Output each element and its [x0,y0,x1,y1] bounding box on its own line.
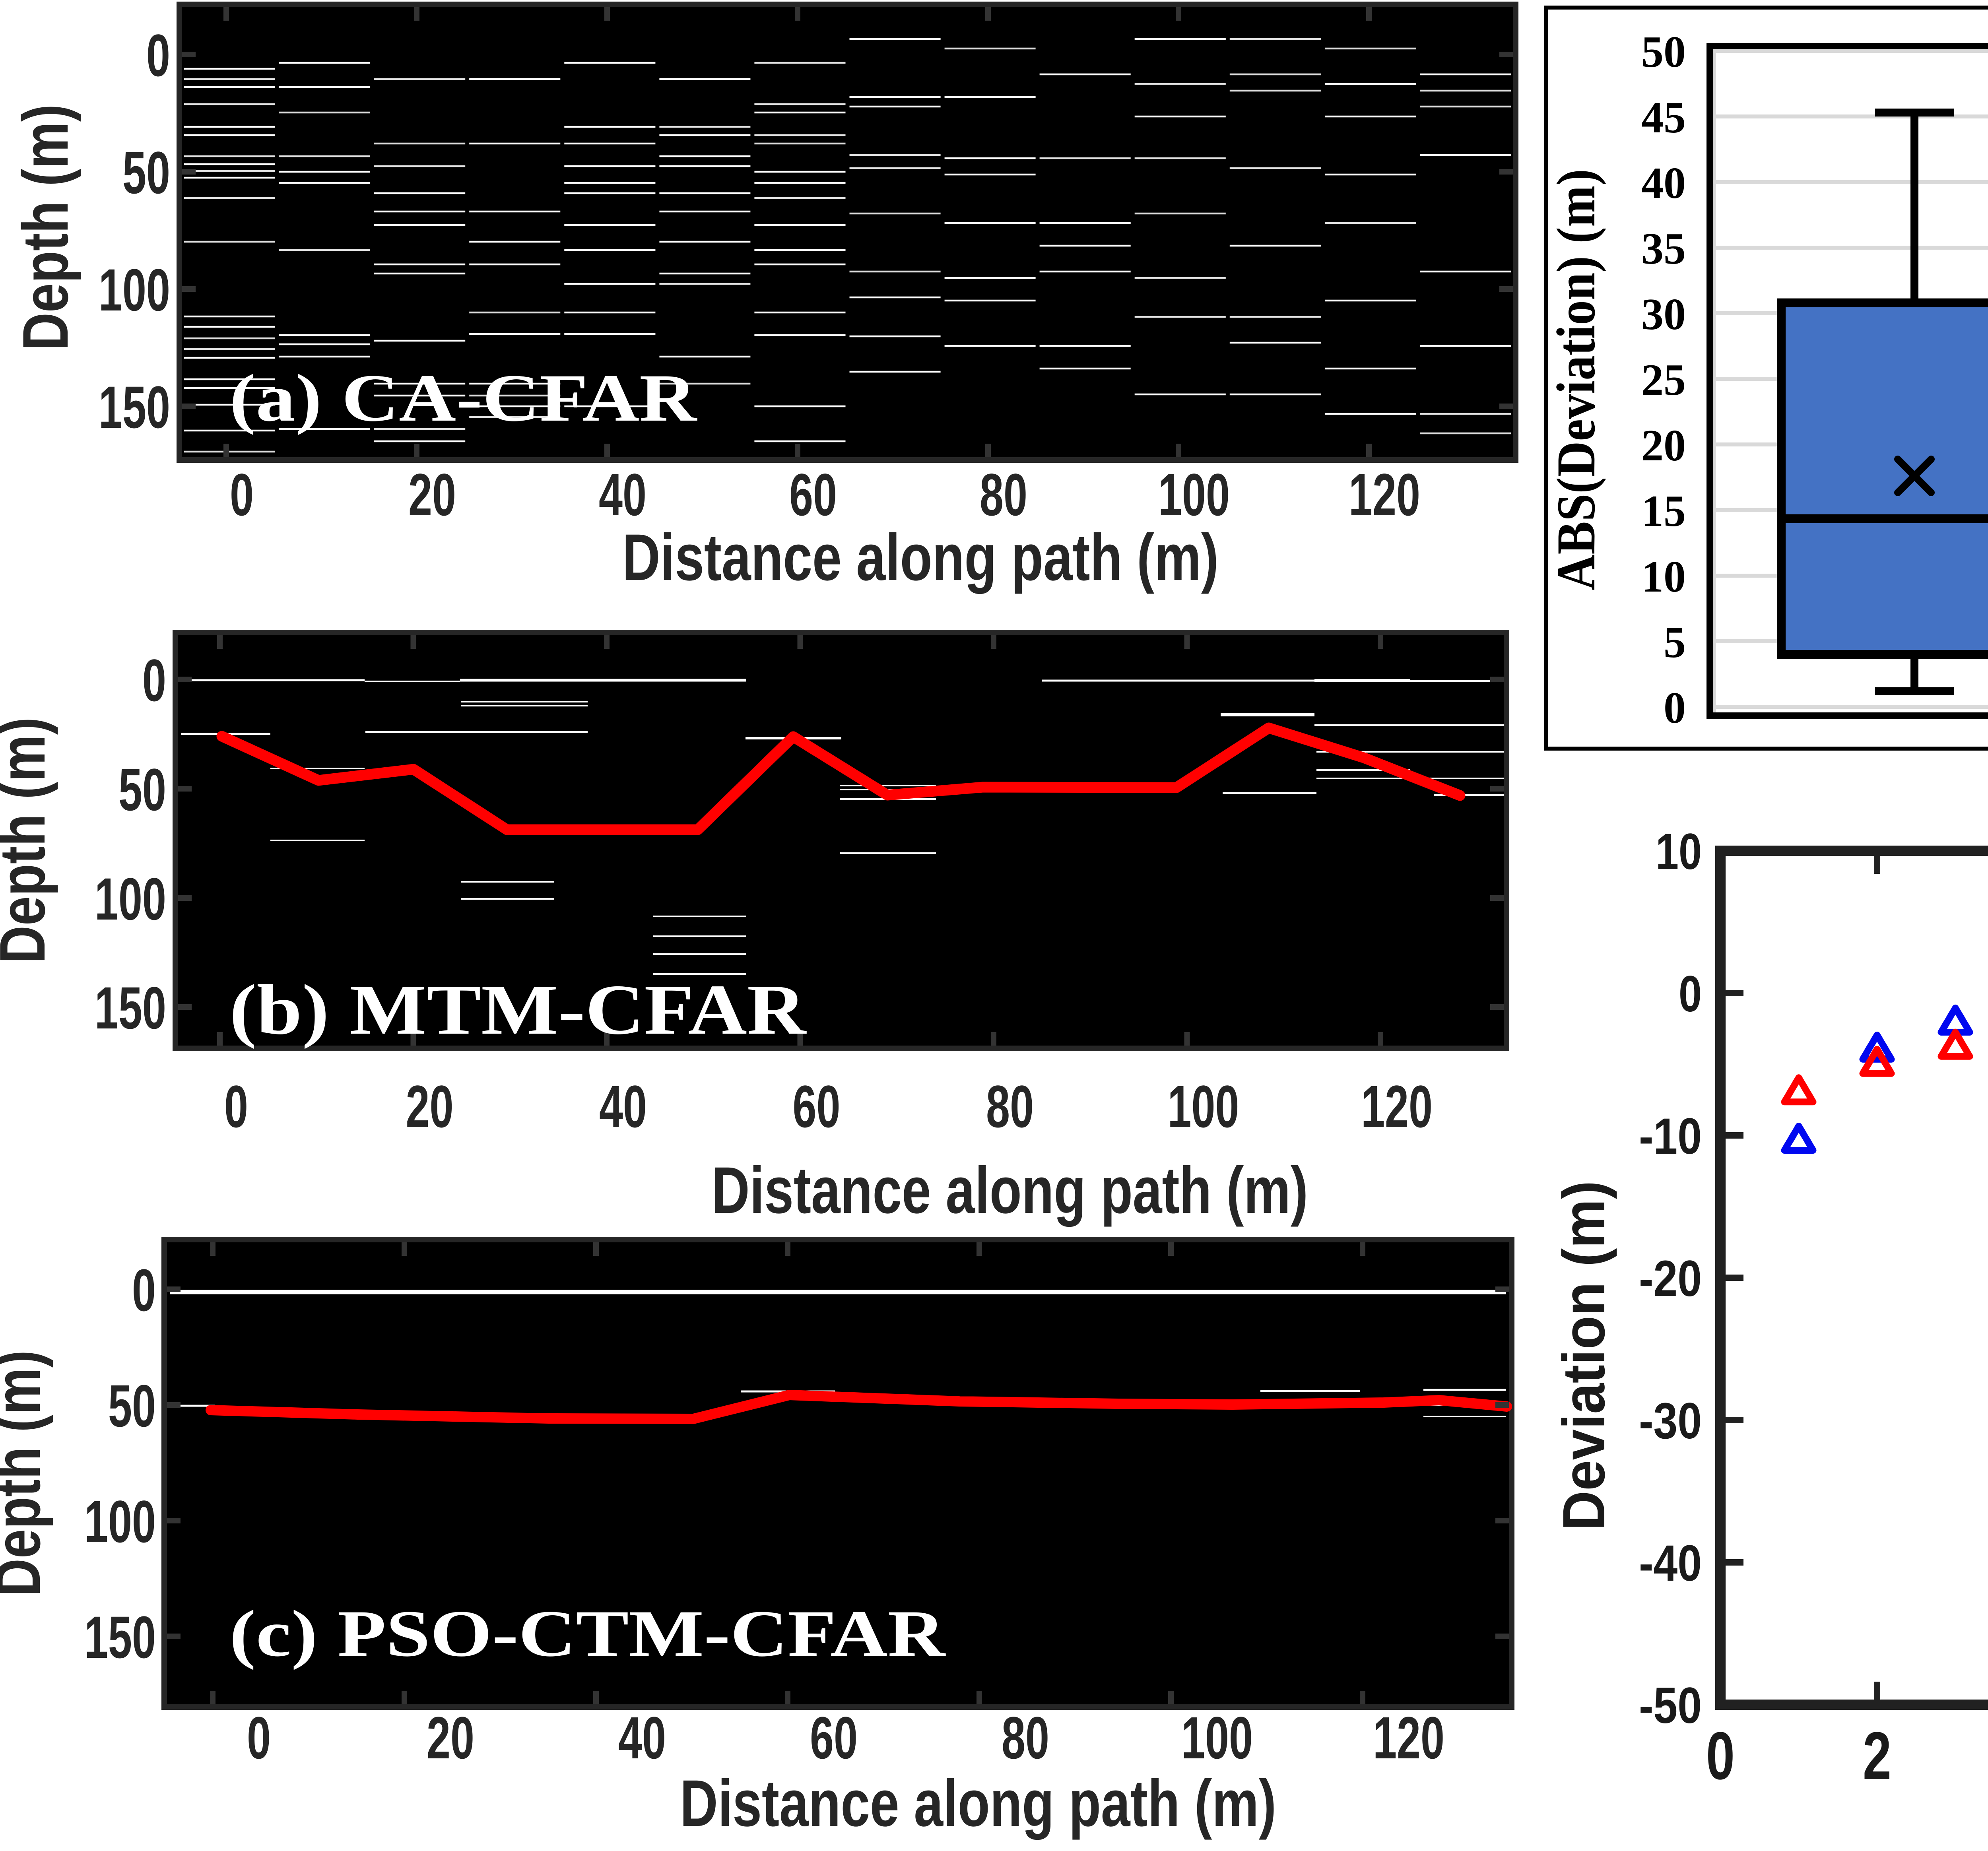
svg-text:120: 120 [1349,461,1420,528]
svg-text:100: 100 [1158,461,1230,528]
svg-text:50: 50 [122,139,170,206]
svg-text:20: 20 [408,461,456,528]
svg-text:50: 50 [108,1372,156,1439]
svg-text:25: 25 [1641,355,1686,405]
svg-text:10: 10 [1656,823,1702,880]
svg-text:Depth (m): Depth (m) [0,1350,54,1597]
svg-text:0: 0 [1664,683,1686,733]
svg-text:150: 150 [84,1604,156,1671]
svg-text:0: 0 [247,1704,271,1771]
svg-text:Depth (m): Depth (m) [10,104,82,351]
svg-text:30: 30 [1641,290,1686,339]
svg-text:40: 40 [599,461,646,528]
svg-text:2: 2 [1863,1718,1891,1794]
svg-text:0: 0 [1706,1718,1735,1794]
svg-text:-10: -10 [1639,1108,1702,1165]
svg-text:(c) PSO-CTM-CFAR: (c) PSO-CTM-CFAR [229,1597,946,1671]
svg-text:5: 5 [1664,618,1686,667]
svg-text:80: 80 [986,1073,1034,1140]
svg-text:150: 150 [95,974,166,1041]
svg-text:100: 100 [99,256,170,323]
svg-text:120: 120 [1373,1704,1444,1771]
svg-text:Depth (m): Depth (m) [0,717,58,964]
svg-text:100: 100 [1168,1073,1239,1140]
svg-text:(b) MTM-CFAR: (b) MTM-CFAR [229,970,807,1049]
svg-text:0: 0 [146,22,170,89]
svg-text:100: 100 [1181,1704,1253,1771]
svg-text:50: 50 [1641,27,1686,77]
svg-text:100: 100 [95,865,166,932]
svg-text:Distance along path (m): Distance along path (m) [712,1154,1308,1227]
svg-text:0: 0 [142,647,166,714]
svg-text:0: 0 [224,1073,248,1140]
svg-text:20: 20 [427,1704,474,1771]
svg-text:120: 120 [1361,1073,1433,1140]
svg-text:60: 60 [793,1073,841,1140]
svg-text:Deviation (m): Deviation (m) [1550,1181,1617,1531]
svg-text:35: 35 [1641,224,1686,274]
svg-text:80: 80 [1002,1704,1049,1771]
svg-text:10: 10 [1641,552,1686,601]
svg-text:45: 45 [1641,93,1686,142]
svg-text:100: 100 [84,1488,156,1555]
svg-text:0: 0 [1679,966,1702,1023]
svg-text:-40: -40 [1639,1535,1702,1592]
svg-text:15: 15 [1641,487,1686,536]
svg-text:-50: -50 [1639,1677,1702,1734]
svg-text:20: 20 [406,1073,454,1140]
svg-text:60: 60 [789,461,837,528]
svg-text:50: 50 [118,756,166,823]
svg-text:60: 60 [810,1704,858,1771]
svg-text:20: 20 [1641,421,1686,470]
svg-text:0: 0 [132,1257,156,1323]
svg-text:150: 150 [99,374,170,440]
svg-text:40: 40 [618,1704,666,1771]
svg-text:-30: -30 [1639,1393,1702,1449]
svg-text:-20: -20 [1639,1250,1702,1307]
svg-text:0: 0 [230,461,254,528]
svg-text:ABS(Deviation) (m): ABS(Deviation) (m) [1545,169,1606,590]
svg-text:Distance along path (m): Distance along path (m) [680,1767,1276,1840]
svg-text:40: 40 [1641,159,1686,208]
svg-text:40: 40 [599,1073,647,1140]
svg-text:(a) CA-CFAR: (a) CA-CFAR [229,361,698,435]
svg-text:80: 80 [980,461,1027,528]
svg-text:Distance along path (m): Distance along path (m) [622,521,1219,594]
